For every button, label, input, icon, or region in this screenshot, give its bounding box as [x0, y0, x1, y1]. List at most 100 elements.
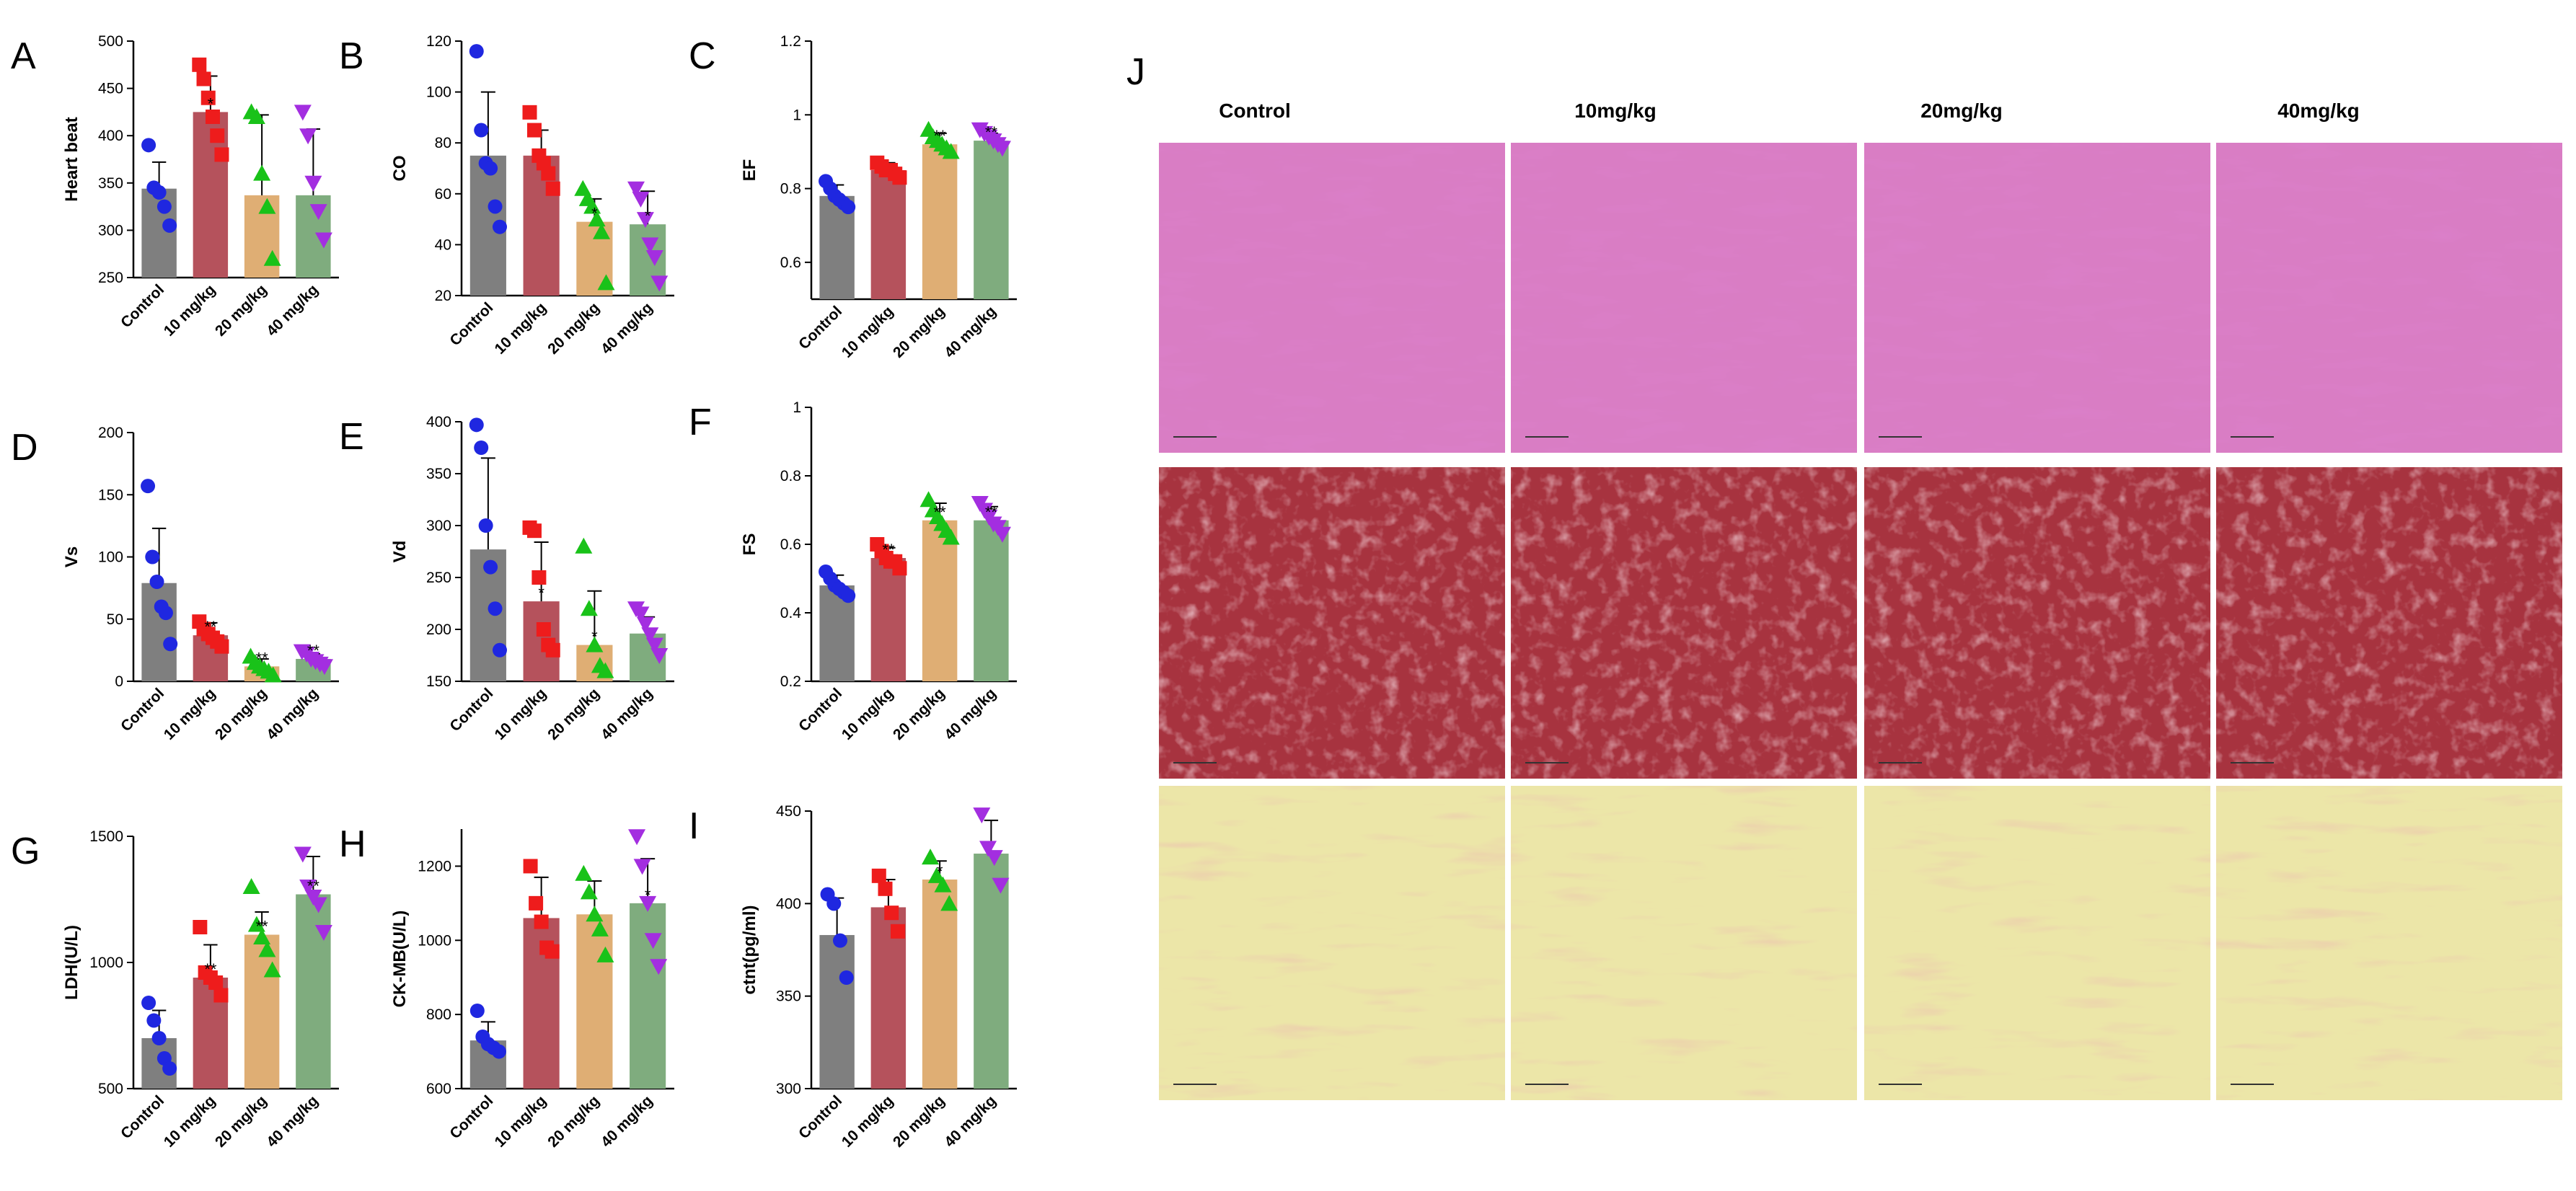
x-tick-label: 40 mg/kg [598, 299, 656, 358]
significance-mark: ** [985, 123, 998, 141]
data-point [878, 881, 893, 896]
data-point [483, 559, 498, 575]
significance-mark: * [645, 207, 651, 225]
significance-mark: * [645, 886, 651, 904]
x-tick-label: 10 mg/kg [492, 1092, 550, 1151]
data-point [534, 914, 549, 929]
y-tick-label: 400 [98, 128, 123, 144]
x-tick-label: 40 mg/kg [263, 281, 322, 340]
y-tick-label: 300 [776, 1081, 801, 1097]
histology-image [1864, 143, 2210, 453]
data-point [158, 606, 173, 621]
histology-panel: J Control 10mg/kg 20mg/kg 40mg/kg [1126, 51, 2571, 1110]
x-tick-label: 20 mg/kg [890, 685, 948, 743]
data-point [162, 1061, 177, 1076]
data-point [492, 642, 507, 658]
x-tick-label: 40 mg/kg [263, 685, 322, 743]
x-tick-label: 10 mg/kg [839, 303, 897, 361]
data-point [541, 166, 556, 181]
y-axis-label: Heart beat [62, 117, 81, 201]
data-point [253, 929, 271, 944]
histology-image [2216, 786, 2562, 1100]
x-tick-label: 20 mg/kg [544, 685, 603, 743]
bar-4 [974, 141, 1009, 299]
y-tick-label: 0.8 [780, 181, 801, 198]
significance-mark: * [538, 584, 544, 602]
x-tick-label: 40 mg/kg [598, 685, 656, 743]
data-point [522, 105, 537, 120]
panel-letter: H [339, 823, 366, 865]
significance-mark: ** [256, 649, 269, 667]
x-tick-label: 40 mg/kg [941, 303, 1000, 361]
x-tick-label: Control [446, 1092, 496, 1142]
bar-4 [974, 520, 1009, 681]
data-point [469, 1004, 485, 1018]
data-point [985, 850, 1003, 867]
bar-3 [922, 144, 958, 299]
x-tick-label: 20 mg/kg [890, 303, 948, 361]
data-point [632, 606, 650, 623]
y-axis-label: CK-MB(U/L) [390, 911, 410, 1008]
data-point [884, 906, 899, 921]
significance-mark: ** [204, 960, 217, 978]
y-tick-label: 300 [98, 222, 123, 239]
data-point [263, 249, 281, 266]
data-point [826, 896, 842, 911]
y-tick-label: 0.8 [780, 468, 801, 484]
data-point [892, 561, 907, 576]
data-point [593, 223, 611, 239]
y-tick-label: 450 [776, 803, 801, 820]
data-point [526, 523, 542, 539]
data-point [141, 138, 156, 153]
data-point [934, 876, 952, 893]
data-point [151, 1031, 167, 1045]
y-tick-label: 500 [98, 33, 123, 50]
data-point [196, 71, 211, 87]
data-point [469, 44, 484, 59]
data-point [645, 637, 663, 654]
significance-mark: ** [307, 877, 320, 895]
histology-image [1159, 467, 1505, 779]
x-tick-label: 20 mg/kg [890, 1092, 948, 1151]
bar-3 [244, 934, 280, 1089]
y-tick-label: 0.4 [780, 605, 802, 621]
y-tick-label: 400 [776, 895, 801, 912]
y-tick-label: 0.6 [780, 536, 801, 553]
data-point [636, 212, 654, 229]
y-tick-label: 100 [426, 84, 451, 101]
data-point [580, 600, 598, 616]
data-point [294, 846, 312, 863]
data-point [315, 659, 333, 676]
data-point [193, 920, 208, 934]
histology-image [1159, 143, 1505, 453]
data-point [839, 970, 854, 985]
panel-letter: B [339, 35, 364, 77]
data-point [478, 518, 493, 533]
data-point [156, 199, 172, 214]
panel-letter: E [339, 416, 364, 458]
data-point [263, 961, 281, 978]
y-tick-label: 120 [426, 33, 451, 50]
x-tick-label: 20 mg/kg [212, 281, 270, 340]
x-tick-label: 10 mg/kg [839, 685, 897, 743]
data-point [993, 141, 1011, 157]
data-point [871, 868, 886, 883]
data-point [992, 877, 1010, 894]
bar-2 [870, 558, 907, 681]
y-tick-label: 1 [793, 399, 801, 416]
y-tick-label: 350 [98, 175, 123, 192]
data-point [650, 648, 669, 664]
data-point [627, 181, 645, 198]
bar-3 [922, 879, 958, 1089]
data-point [942, 143, 960, 159]
y-tick-label: 1000 [89, 955, 123, 971]
data-point [258, 941, 276, 957]
histology-image [1159, 786, 1505, 1100]
data-point [491, 1044, 506, 1059]
histology-image [1511, 143, 1857, 453]
bar-1 [819, 934, 855, 1089]
histology-column-header: 10mg/kg [1574, 99, 1657, 122]
x-tick-label: 10 mg/kg [492, 299, 550, 358]
data-point [545, 642, 560, 658]
